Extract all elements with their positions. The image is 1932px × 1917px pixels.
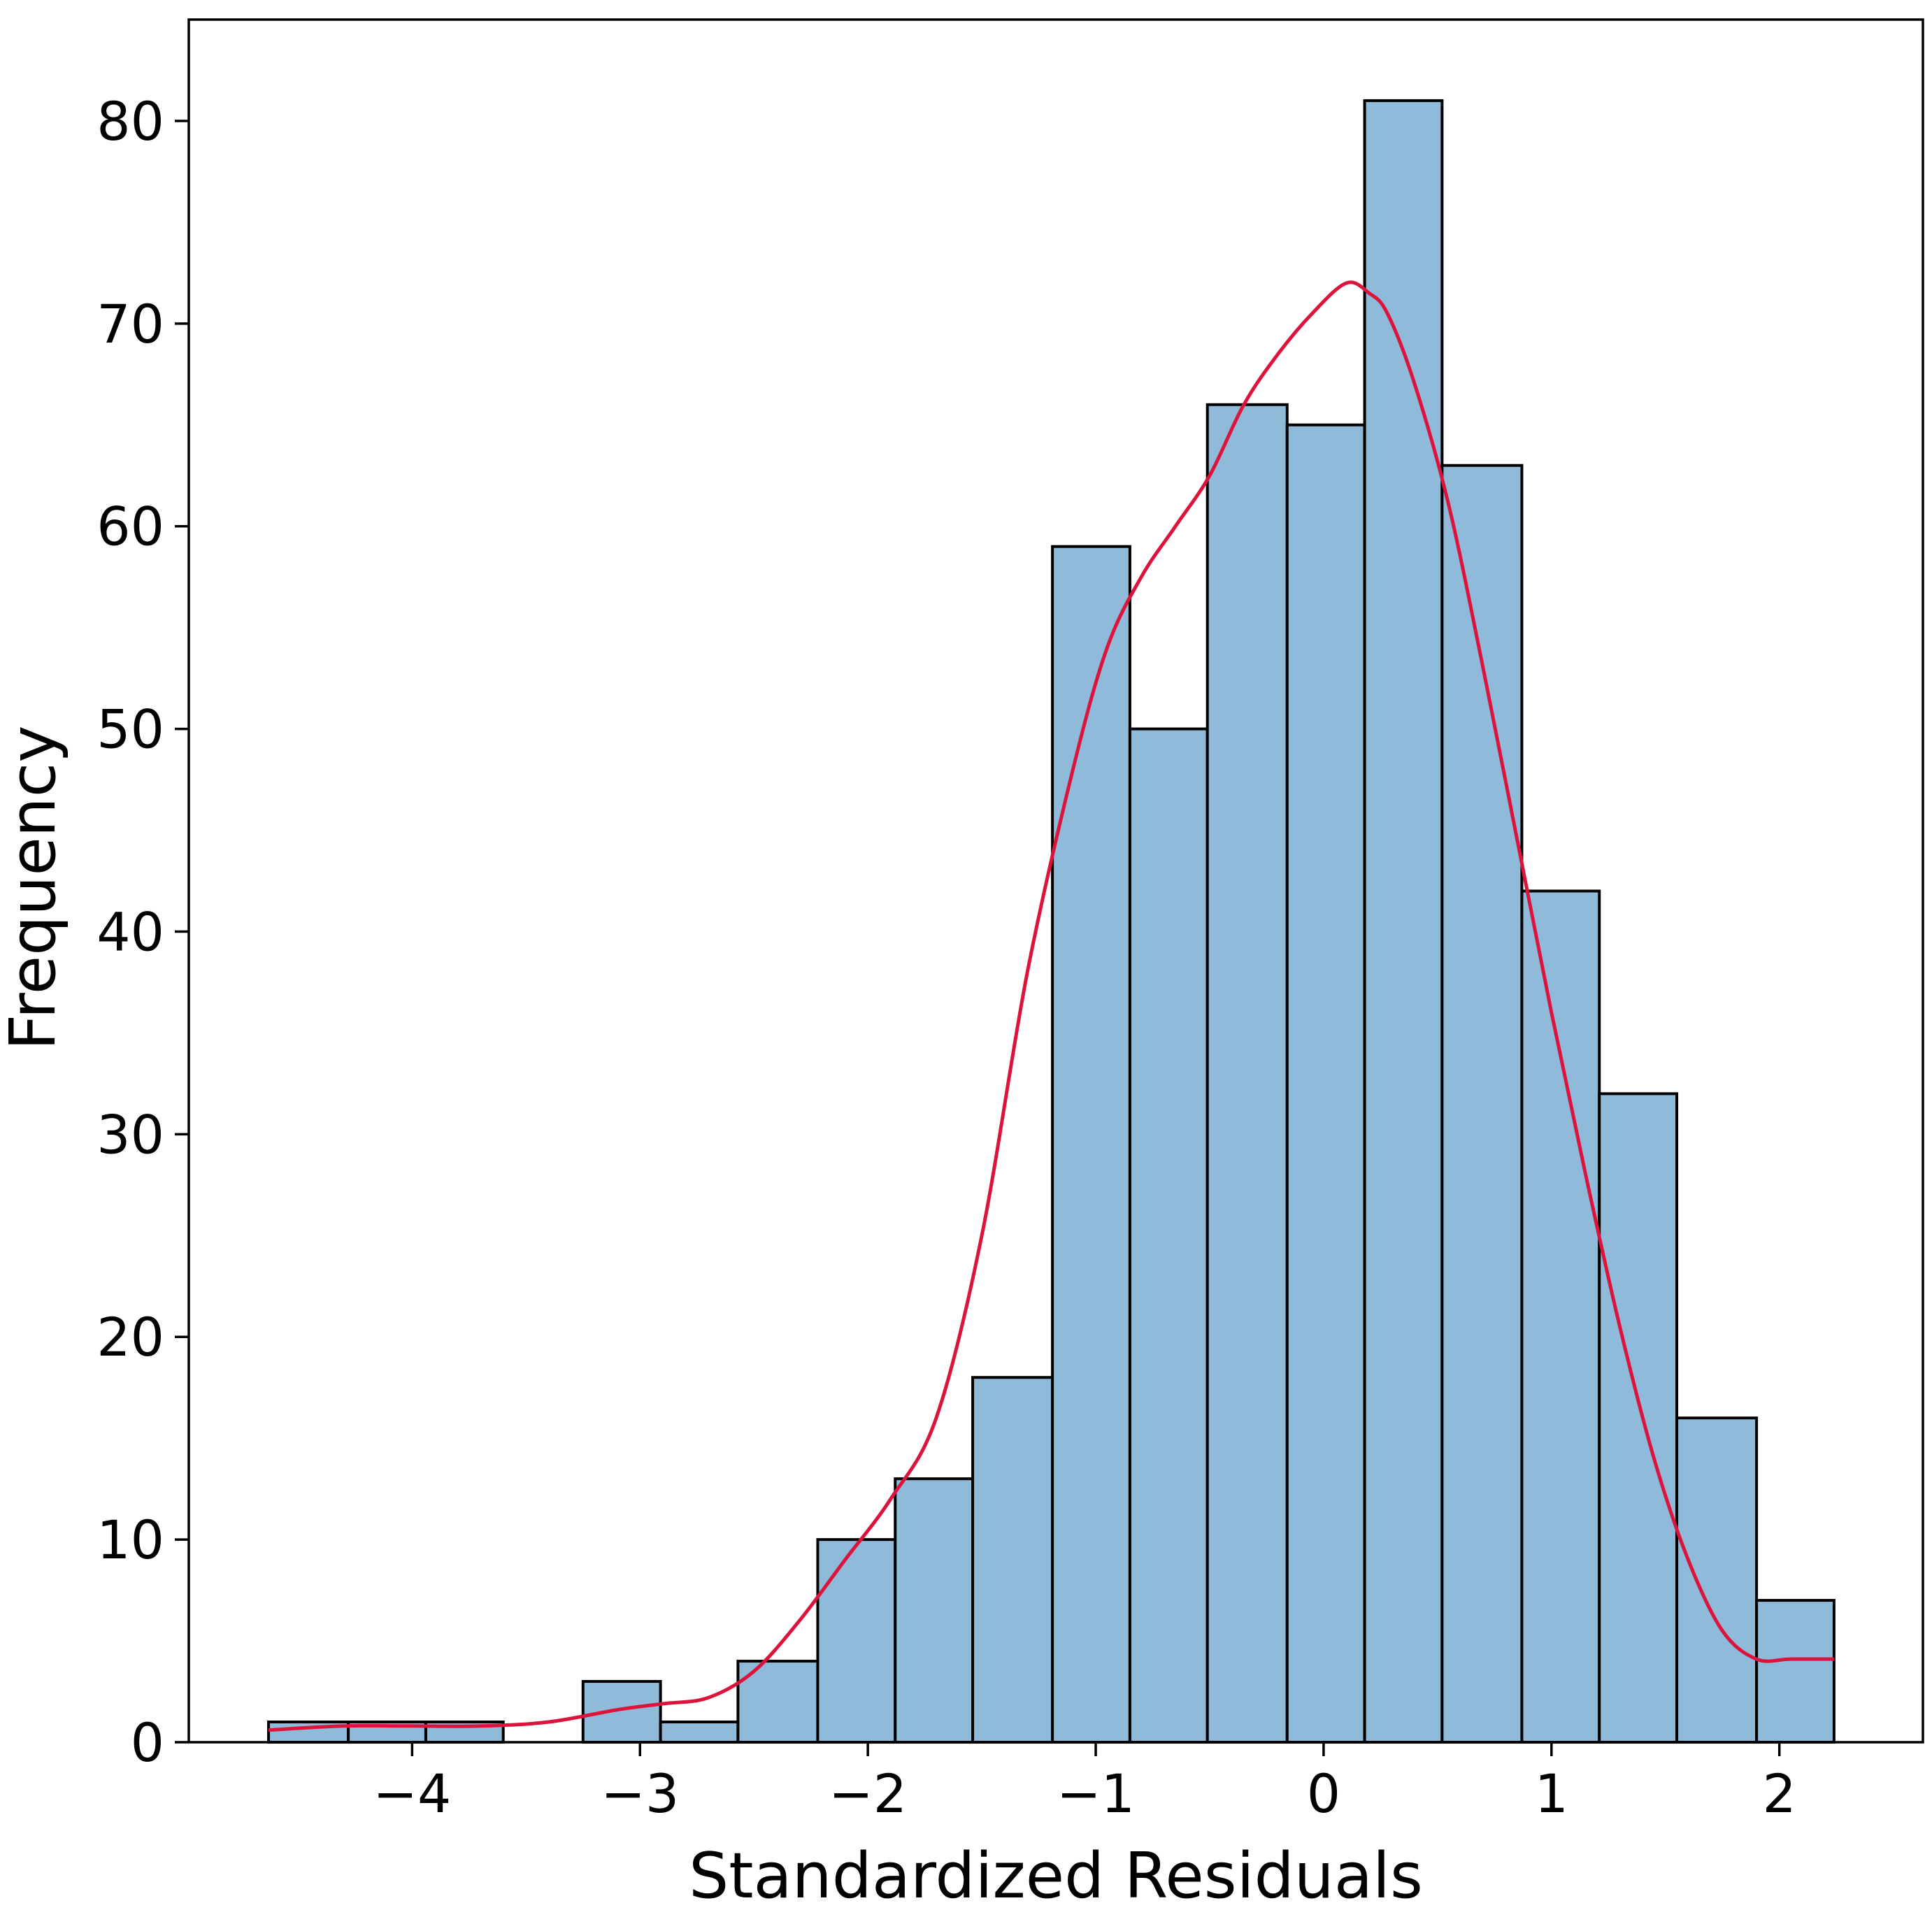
y-tick-label: 10 <box>96 1509 164 1571</box>
histogram-bar <box>1051 545 1131 1744</box>
y-tick-label: 50 <box>96 698 164 761</box>
histogram-bar <box>1440 464 1524 1744</box>
histogram-bar <box>1598 1092 1679 1744</box>
histogram-bar <box>1285 423 1366 1744</box>
histogram-bars <box>267 99 1836 1744</box>
y-tick-label: 60 <box>96 496 164 558</box>
x-tick-label: −2 <box>829 1762 907 1825</box>
histogram-bar <box>1520 889 1601 1744</box>
y-tick-label: 0 <box>131 1711 164 1774</box>
histogram-bar <box>816 1538 897 1744</box>
histogram-bar <box>1128 727 1209 1744</box>
plot-frame <box>187 18 1924 1744</box>
kde-curve <box>268 280 1834 1732</box>
y-tick-label: 20 <box>96 1306 164 1368</box>
x-axis-title: Standardized Residuals <box>689 1839 1423 1913</box>
y-axis-ticks: 0 10 20 30 40 50 60 70 80 <box>96 90 189 1774</box>
x-tick-label: −4 <box>373 1762 451 1825</box>
histogram-bar <box>1675 1416 1759 1744</box>
x-tick-label: −3 <box>601 1762 679 1825</box>
x-axis-ticks: −4 −3 −2 −1 0 1 2 <box>373 1742 1796 1825</box>
histogram-bar <box>581 1680 662 1744</box>
y-tick-label: 70 <box>96 293 164 355</box>
y-axis-title: Frequency <box>0 726 70 1051</box>
y-tick-label: 40 <box>96 900 164 963</box>
x-tick-label: −1 <box>1057 1762 1135 1825</box>
y-tick-label: 30 <box>96 1103 164 1165</box>
histogram-bar <box>1755 1599 1836 1744</box>
y-tick-label: 80 <box>96 90 164 152</box>
histogram-bar <box>894 1477 975 1744</box>
histogram-bar <box>1205 403 1289 1744</box>
x-tick-label: 2 <box>1763 1762 1796 1825</box>
histogram-bar <box>659 1721 740 1744</box>
x-tick-label: 1 <box>1535 1762 1568 1825</box>
x-tick-label: 0 <box>1307 1762 1340 1825</box>
histogram-bar <box>971 1376 1054 1744</box>
